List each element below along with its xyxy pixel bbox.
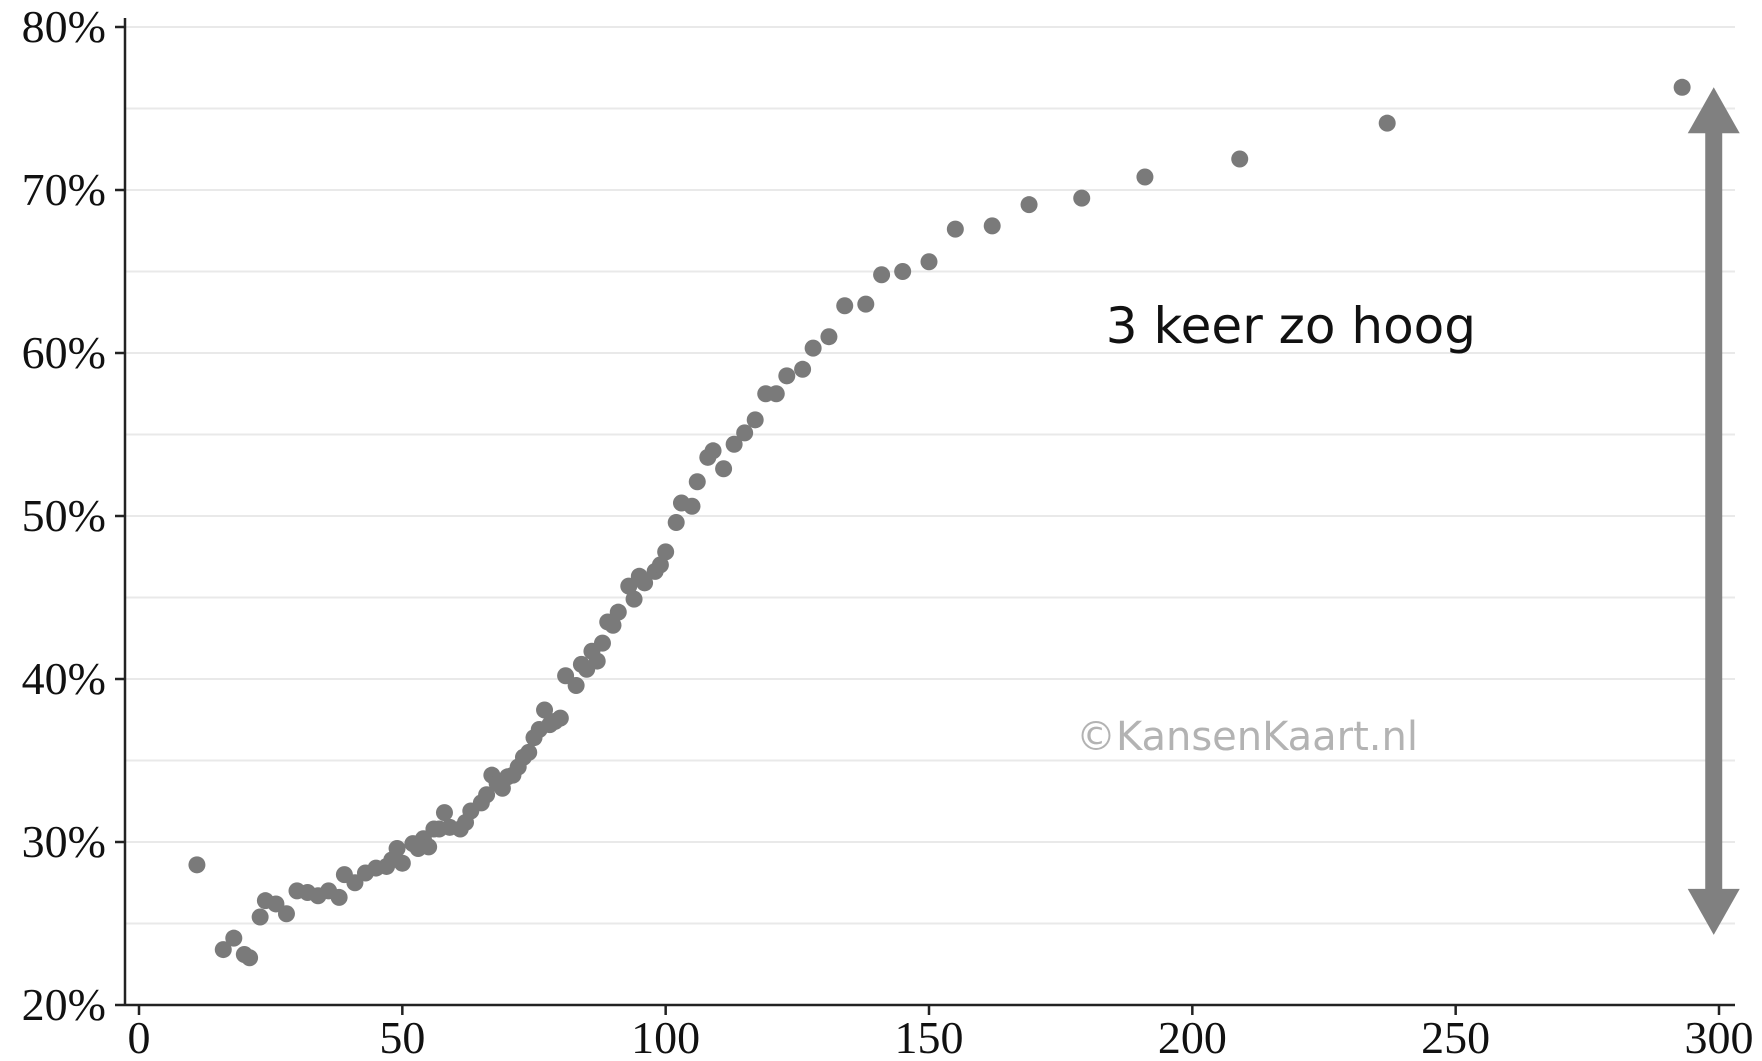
data-point — [520, 743, 538, 761]
data-point — [983, 217, 1001, 235]
y-tick-label: 70% — [22, 164, 106, 215]
y-tick-label: 50% — [22, 490, 106, 541]
y-tick-label: 60% — [22, 327, 106, 378]
data-point — [609, 603, 627, 621]
data-point — [225, 929, 243, 947]
data-point — [251, 908, 269, 926]
data-point — [393, 854, 411, 872]
data-point — [1378, 114, 1396, 132]
y-tick-label: 30% — [22, 816, 106, 867]
data-point — [536, 701, 554, 719]
x-tick-label: 250 — [1421, 1012, 1490, 1061]
range-arrow — [1687, 87, 1740, 935]
arrow-head-up-icon — [1687, 87, 1740, 134]
data-point — [625, 590, 643, 608]
data-point — [435, 804, 453, 822]
data-point — [688, 473, 706, 491]
data-point — [820, 328, 838, 346]
y-axis-ticks: 20% 30% 40% 50% 60% 70% 80% — [22, 1, 125, 1030]
data-point — [857, 295, 875, 313]
x-axis-ticks: 0 50 100 150 200 250 300 — [128, 1005, 1754, 1061]
data-point — [836, 297, 854, 315]
grid-lines — [125, 26, 1735, 925]
data-point — [920, 253, 938, 271]
data-point — [657, 543, 675, 561]
y-tick-label: 80% — [22, 1, 106, 52]
data-point — [478, 786, 496, 804]
watermark: ©KansenKaart.nl — [1076, 714, 1418, 760]
x-tick-label: 100 — [631, 1012, 700, 1061]
x-tick-label: 50 — [379, 1012, 425, 1061]
x-tick-label: 0 — [128, 1012, 151, 1061]
data-point — [794, 360, 812, 378]
data-point — [214, 941, 232, 959]
x-tick-label: 150 — [895, 1012, 964, 1061]
data-point — [420, 838, 438, 856]
data-point — [1073, 189, 1091, 207]
data-point — [778, 367, 796, 385]
data-point — [1020, 196, 1038, 214]
data-point — [704, 442, 722, 460]
data-point — [588, 652, 606, 670]
data-point — [683, 497, 701, 515]
data-point — [188, 856, 206, 874]
y-tick-label: 20% — [22, 979, 106, 1030]
data-point — [636, 574, 654, 592]
data-point — [804, 339, 822, 357]
data-point — [725, 435, 743, 453]
data-point — [767, 385, 785, 403]
data-point — [604, 616, 622, 634]
data-point — [667, 514, 685, 532]
data-point — [551, 709, 569, 727]
data-point — [330, 888, 348, 906]
data-point — [277, 905, 295, 923]
data-point — [1231, 150, 1249, 168]
data-point — [746, 411, 764, 429]
y-tick-label: 40% — [22, 653, 106, 704]
data-point — [593, 634, 611, 652]
data-point — [1673, 78, 1691, 96]
data-points — [188, 78, 1691, 967]
data-point — [651, 556, 669, 574]
x-tick-label: 200 — [1158, 1012, 1227, 1061]
data-point — [946, 220, 964, 238]
data-point — [388, 840, 406, 858]
data-point — [894, 263, 912, 280]
data-point — [1136, 168, 1154, 186]
arrow-head-down-icon — [1687, 888, 1740, 935]
annotation-label: 3 keer zo hoog — [1106, 297, 1476, 355]
data-point — [715, 460, 733, 478]
data-point — [567, 677, 585, 695]
x-tick-label: 300 — [1685, 1012, 1754, 1061]
data-point — [241, 949, 259, 967]
data-point — [873, 266, 891, 284]
data-point — [736, 424, 754, 442]
